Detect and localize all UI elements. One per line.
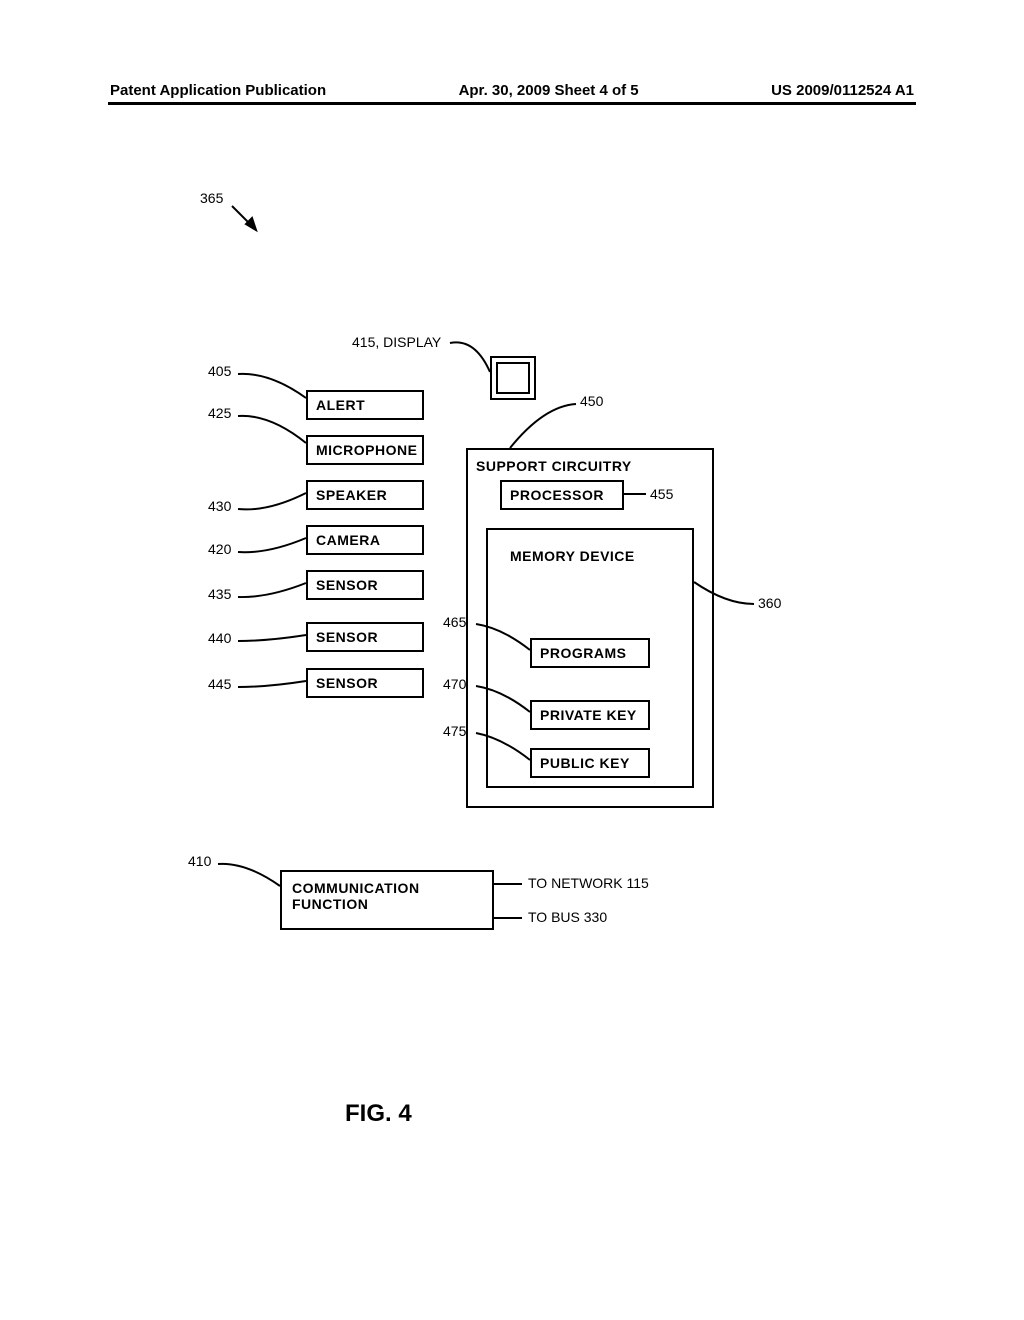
ref-405: 405 bbox=[208, 363, 231, 379]
box-sensor-1: SENSOR bbox=[306, 570, 424, 600]
box-public-key: PUBLIC KEY bbox=[530, 748, 650, 778]
box-communication-function: COMMUNICATION FUNCTION bbox=[280, 870, 494, 930]
ref-435: 435 bbox=[208, 586, 231, 602]
header-right: US 2009/0112524 A1 bbox=[771, 82, 914, 99]
display-box-inner bbox=[496, 362, 530, 394]
header-left: Patent Application Publication bbox=[110, 82, 326, 99]
ref-475: 475 bbox=[443, 723, 466, 739]
comm-line1: COMMUNICATION bbox=[292, 880, 482, 896]
box-private-key: PRIVATE KEY bbox=[530, 700, 650, 730]
ref-410: 410 bbox=[188, 853, 211, 869]
memory-title: MEMORY DEVICE bbox=[510, 548, 635, 564]
ref-445: 445 bbox=[208, 676, 231, 692]
ref-470: 470 bbox=[443, 676, 466, 692]
header-center: Apr. 30, 2009 Sheet 4 of 5 bbox=[459, 82, 639, 99]
ref-360: 360 bbox=[758, 595, 781, 611]
ref-450: 450 bbox=[580, 393, 603, 409]
box-programs: PROGRAMS bbox=[530, 638, 650, 668]
ref-440: 440 bbox=[208, 630, 231, 646]
ref-430: 430 bbox=[208, 498, 231, 514]
header-rule bbox=[108, 102, 916, 105]
comm-line2: FUNCTION bbox=[292, 896, 482, 912]
ref-420: 420 bbox=[208, 541, 231, 557]
box-speaker: SPEAKER bbox=[306, 480, 424, 510]
support-title: SUPPORT CIRCUITRY bbox=[476, 458, 632, 474]
ref-455: 455 bbox=[650, 486, 673, 502]
box-microphone: MICROPHONE bbox=[306, 435, 424, 465]
patent-page: Patent Application Publication Apr. 30, … bbox=[0, 0, 1024, 1320]
ref-365: 365 bbox=[200, 190, 223, 206]
box-sensor-2: SENSOR bbox=[306, 622, 424, 652]
page-header: Patent Application Publication Apr. 30, … bbox=[110, 82, 914, 99]
ref-465: 465 bbox=[443, 614, 466, 630]
box-alert: ALERT bbox=[306, 390, 424, 420]
box-processor: PROCESSOR bbox=[500, 480, 624, 510]
box-camera: CAMERA bbox=[306, 525, 424, 555]
comm-out-network: TO NETWORK 115 bbox=[528, 875, 649, 891]
ref-425: 425 bbox=[208, 405, 231, 421]
box-sensor-3: SENSOR bbox=[306, 668, 424, 698]
figure-title: FIG. 4 bbox=[345, 1100, 412, 1128]
display-label: 415, DISPLAY bbox=[352, 334, 441, 350]
comm-out-bus: TO BUS 330 bbox=[528, 909, 607, 925]
